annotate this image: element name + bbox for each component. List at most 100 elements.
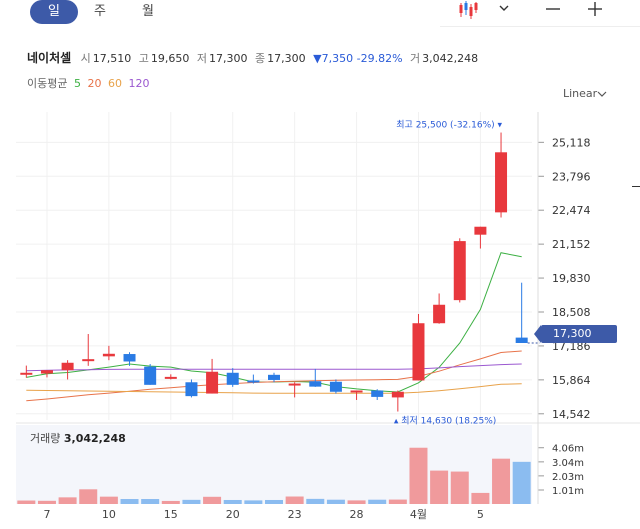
volume-title-label: 거래량 bbox=[30, 432, 61, 445]
close-label: 종 bbox=[255, 52, 266, 65]
volume-bar bbox=[492, 458, 511, 504]
ma-label: 이동평균 bbox=[27, 77, 68, 90]
candle-body bbox=[144, 366, 157, 385]
close-value: 17,300 bbox=[267, 52, 306, 65]
x-tick-label: 7 bbox=[43, 508, 50, 521]
candle-body bbox=[20, 372, 33, 375]
high-value: 19,650 bbox=[150, 52, 190, 65]
volume-bar bbox=[58, 497, 77, 504]
x-tick-label: 10 bbox=[102, 508, 116, 521]
scale-selector[interactable]: Linear bbox=[563, 87, 598, 100]
y-tick-label: 19,830 bbox=[552, 272, 591, 285]
x-tick-label: 15 bbox=[164, 508, 178, 521]
volume-tick-label: 3.04m bbox=[552, 458, 584, 469]
volume-bar bbox=[265, 499, 283, 504]
y-tick-label: 18,508 bbox=[552, 306, 591, 319]
volume-bar bbox=[17, 500, 36, 504]
tab-daily[interactable]: 일 bbox=[30, 0, 78, 24]
candle-body bbox=[102, 353, 115, 357]
volume-tick-label: 2.03m bbox=[552, 472, 584, 483]
candle-body bbox=[247, 380, 260, 383]
ma-20-label[interactable]: 20 bbox=[87, 77, 102, 90]
chevron-down-icon[interactable] bbox=[597, 90, 607, 98]
candle-body bbox=[206, 371, 219, 394]
ma-line-120 bbox=[26, 363, 522, 372]
y-tick-label: 14,542 bbox=[552, 408, 591, 421]
candle-body bbox=[453, 241, 466, 301]
x-tick-label: 28 bbox=[350, 508, 364, 521]
volume-bar bbox=[37, 500, 56, 504]
ma-line-60 bbox=[26, 383, 522, 394]
current-price-badge: 17,300 bbox=[534, 325, 617, 343]
volume-label: 거 bbox=[410, 52, 421, 65]
tab-weekly[interactable]: 주 bbox=[94, 4, 106, 19]
volume-bar bbox=[471, 492, 490, 504]
y-tick-label: 17,186 bbox=[552, 340, 591, 353]
volume-bar bbox=[285, 496, 304, 504]
volume-bar bbox=[326, 499, 345, 504]
volume-bar bbox=[244, 500, 263, 504]
candle-body bbox=[329, 381, 342, 392]
volume-bar bbox=[182, 499, 201, 504]
x-tick-label: 4월 bbox=[410, 508, 427, 521]
stock-name: 네이처셀 bbox=[27, 51, 72, 65]
plus-icon[interactable] bbox=[586, 0, 604, 18]
candle-body bbox=[164, 376, 177, 379]
candle-body bbox=[474, 226, 487, 235]
y-tick-label: 21,152 bbox=[552, 238, 591, 251]
volume-title-value: 3,042,248 bbox=[63, 432, 126, 445]
high-label: 고 bbox=[138, 52, 149, 65]
chart-toolbar: 일 주 월 bbox=[0, 0, 640, 26]
y-tick-label: 22,474 bbox=[552, 204, 591, 217]
candle-body bbox=[61, 362, 74, 371]
moving-average-legend: 이동평균 5 20 60 120 bbox=[27, 75, 152, 91]
volume-bar bbox=[409, 447, 428, 504]
volume-bar bbox=[306, 498, 325, 504]
candle-body bbox=[515, 337, 528, 343]
candle-body bbox=[288, 383, 301, 386]
volume-bar bbox=[203, 496, 222, 504]
candle-body bbox=[495, 152, 508, 213]
candle-body bbox=[226, 372, 239, 385]
ma-5-label[interactable]: 5 bbox=[73, 77, 81, 90]
candle-body bbox=[309, 381, 322, 387]
volume-bar bbox=[388, 499, 407, 504]
y-tick-label: 25,118 bbox=[552, 136, 591, 149]
open-label: 시 bbox=[80, 52, 91, 65]
candle-body bbox=[185, 382, 198, 397]
open-value: 17,510 bbox=[92, 52, 132, 65]
x-tick-label: 23 bbox=[288, 508, 302, 521]
candle-body bbox=[412, 323, 425, 381]
crosshair-tick bbox=[632, 186, 640, 187]
ma-120-label[interactable]: 120 bbox=[128, 77, 150, 90]
candle-body bbox=[268, 374, 280, 380]
max-price-annotation: 최고 25,500 (-32.16%) ▾ bbox=[396, 120, 502, 131]
volume-bar bbox=[450, 471, 469, 504]
volume-bar bbox=[430, 470, 449, 504]
low-value: 17,300 bbox=[209, 52, 248, 65]
volume-title: 거래량 3,042,248 bbox=[30, 430, 126, 446]
volume-tick-label: 1.01m bbox=[552, 486, 584, 497]
volume-bar bbox=[512, 461, 531, 504]
price-summary: 네이처셀 시 17,510 고 19,650 저 17,300 종 17,300 ▼7,… bbox=[27, 49, 482, 66]
chevron-down-icon[interactable] bbox=[497, 1, 511, 15]
volume-bar bbox=[120, 499, 139, 504]
change-value: ▼7,350 -29.82% bbox=[313, 52, 403, 65]
candle-body bbox=[40, 370, 53, 374]
volume-value: 3,042,248 bbox=[422, 52, 479, 65]
minimize-icon[interactable] bbox=[544, 0, 562, 18]
min-price-annotation: ▴ 최저 14,630 (18.25%) bbox=[394, 416, 497, 427]
candlestick-chart-icon[interactable] bbox=[458, 0, 480, 20]
y-tick-label: 15,864 bbox=[552, 374, 591, 387]
volume-bar bbox=[347, 500, 366, 504]
candle-body bbox=[82, 359, 95, 362]
tab-monthly[interactable]: 월 bbox=[142, 4, 154, 19]
volume-bar bbox=[223, 499, 242, 504]
x-tick-label: 5 bbox=[477, 508, 484, 521]
candle-body bbox=[371, 390, 384, 397]
volume-bar bbox=[79, 489, 98, 504]
ma-60-label[interactable]: 60 bbox=[107, 77, 122, 90]
candle-body bbox=[123, 354, 136, 362]
ma-line-5 bbox=[26, 252, 522, 393]
